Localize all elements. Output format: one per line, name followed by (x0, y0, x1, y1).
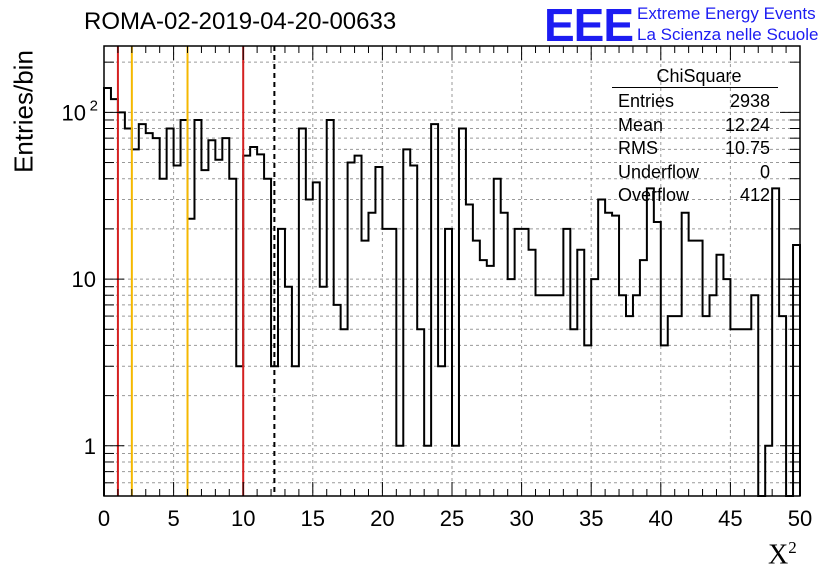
stats-row-rms: RMS 10.75 (618, 138, 770, 158)
stats-row-underflow: Underflow 0 (618, 161, 770, 182)
x-tick-label: 15 (301, 506, 325, 531)
x-tick-label: 40 (649, 506, 673, 531)
y-tick-label: 10 (72, 267, 96, 292)
y-axis-label: Entries/bin (8, 50, 39, 173)
chart-title: ROMA-02-2019-04-20-00633 (84, 8, 397, 35)
x-tick-label: 45 (718, 506, 742, 531)
y-tick-label-exponent: 2 (90, 97, 98, 114)
x-tick-label: 0 (98, 506, 110, 531)
x-tick-label: 50 (788, 506, 812, 531)
stats-row-entries: Entries 2938 (618, 91, 770, 111)
stats-row-overflow: Overflow 412 (618, 185, 770, 205)
x-tick-label: 10 (231, 506, 255, 531)
x-tick-label: 5 (167, 506, 179, 531)
y-tick-label: 10 (62, 100, 86, 125)
x-tick-label: 30 (509, 506, 533, 531)
logo-line-1: Extreme Energy Events (637, 4, 816, 23)
stats-title: ChiSquare (612, 66, 778, 88)
histogram-series (103, 86, 801, 497)
x-tick-label: 35 (579, 506, 603, 531)
x-tick-label: 20 (370, 506, 394, 531)
stats-row-mean: Mean 12.24 (618, 114, 770, 135)
y-tick-label: 1 (84, 434, 96, 459)
x-tick-label: 25 (440, 506, 464, 531)
x-axis-label: X2 (768, 538, 797, 571)
stats-box: ChiSquare Entries 2938 Mean 12.24 RMS 10.75… (612, 66, 778, 208)
logo-line-2: La Scienza nelle Scuole (637, 25, 819, 44)
eee-logo: EEE (544, 0, 634, 51)
